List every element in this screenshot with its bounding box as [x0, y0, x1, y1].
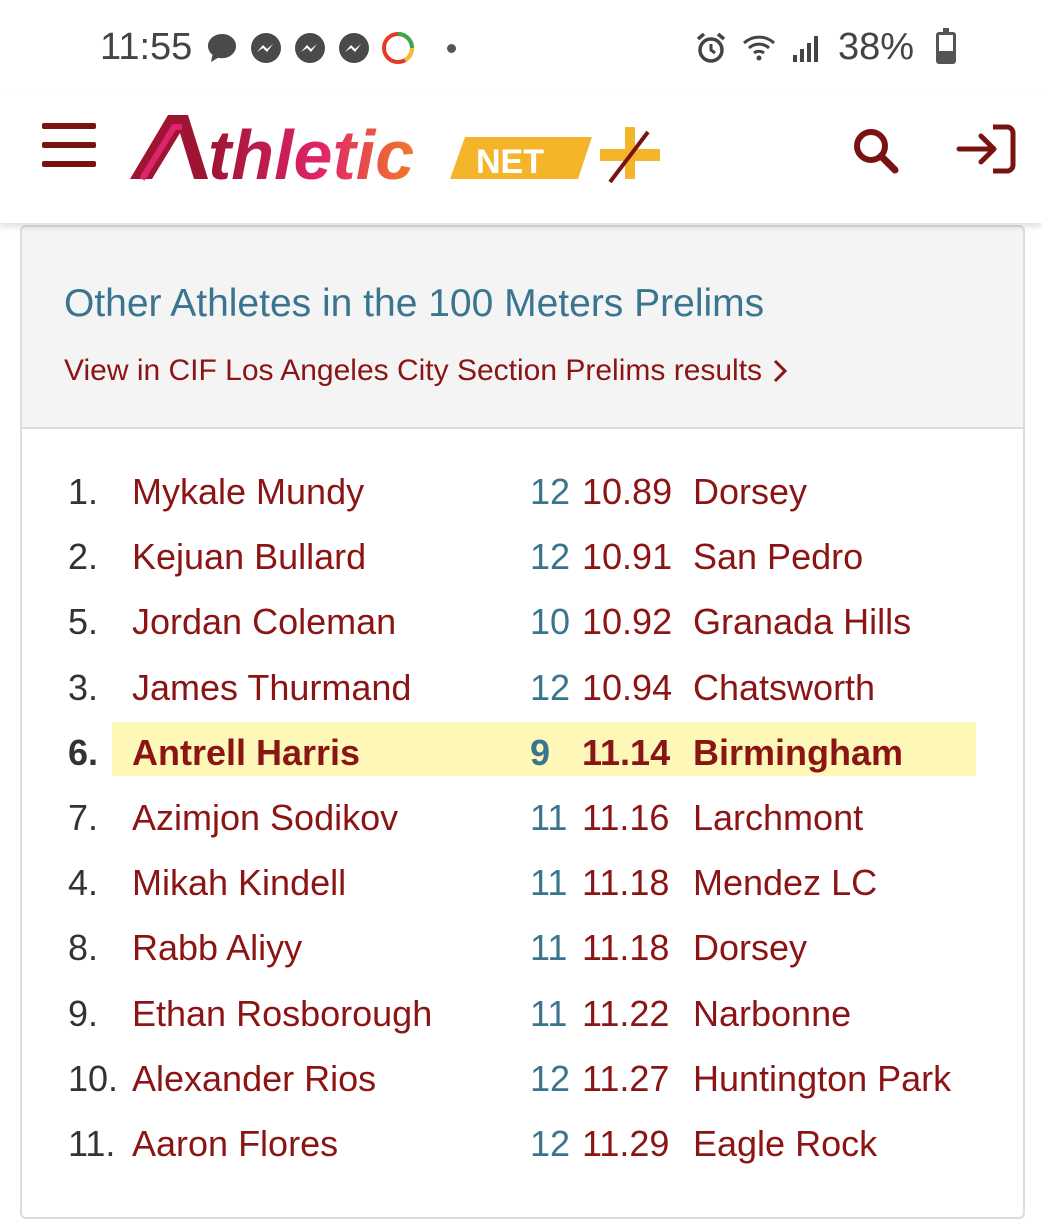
alarm-icon	[696, 32, 726, 63]
athlete-name-link[interactable]: Aaron Flores	[132, 1122, 339, 1164]
athlete-grade: 12	[530, 471, 571, 512]
school-name-link[interactable]: San Pedro	[693, 536, 864, 578]
logo-badge: NET	[476, 143, 544, 181]
result-place: 1.	[68, 471, 99, 512]
result-mark-link[interactable]: 10.94	[582, 666, 673, 708]
athlete-grade: 9	[530, 731, 551, 773]
athlete-grade: 10	[530, 601, 571, 643]
school-name-link[interactable]: Birmingham	[693, 731, 904, 773]
view-results-link-text: View in CIF Los Angeles City Section Pre…	[64, 354, 763, 387]
result-mark-link[interactable]: 10.92	[582, 601, 673, 643]
school-name-link[interactable]: Chatsworth	[693, 666, 876, 708]
result-place: 2.	[68, 536, 99, 578]
athlete-grade: 11	[530, 927, 568, 969]
result-row[interactable]: 9. Ethan Rosborough 11 11.22 Narbonne	[22, 981, 1023, 1046]
result-place: 4.	[68, 862, 99, 904]
other-athletes-card: Other Athletes in the 100 Meters Prelims…	[20, 225, 1025, 1219]
results-list: 1. Mykale Mundy 12 10.89 Dorsey 2. Kejuan Bull…	[22, 459, 1023, 1176]
system-status: 38%	[694, 26, 954, 69]
athlete-name-link[interactable]: Mikah Kindell	[132, 862, 347, 904]
school-name-link[interactable]: Dorsey	[693, 927, 808, 969]
card-header: Other Athletes in the 100 Meters Prelims…	[22, 227, 1023, 429]
result-place: 11.	[68, 1122, 116, 1164]
menu-icon[interactable]	[42, 123, 96, 167]
result-mark-link[interactable]: 11.27	[582, 1057, 670, 1099]
athlete-grade: 11	[530, 992, 568, 1034]
logo-text: thletic	[208, 116, 414, 194]
chevron-right-icon	[774, 359, 788, 383]
athlete-grade: 11	[530, 862, 568, 904]
result-place: 3.	[68, 666, 99, 708]
signal-icon	[792, 35, 818, 62]
athlete-name-link[interactable]: Kejuan Bullard	[132, 536, 367, 578]
result-row[interactable]: 3. James Thurmand 12 10.94 Chatsworth	[22, 655, 1023, 720]
card-title: Other Athletes in the 100 Meters Prelims	[64, 282, 765, 325]
result-row[interactable]: 2. Kejuan Bullard 12 10.91 San Pedro	[22, 524, 1023, 589]
school-name-link[interactable]: Granada Hills	[693, 601, 912, 643]
school-name-link[interactable]: Larchmont	[693, 796, 864, 838]
athlete-name-link[interactable]: Jordan Coleman	[132, 601, 397, 643]
athlete-name-link[interactable]: Azimjon Sodikov	[132, 796, 399, 838]
messenger-icon	[339, 33, 369, 63]
athlete-grade: 12	[530, 536, 571, 578]
athlete-grade: 12	[530, 1122, 571, 1164]
result-row[interactable]: 8. Rabb Aliyy 11 11.18 Dorsey	[22, 915, 1023, 980]
search-icon[interactable]	[850, 125, 900, 175]
athlete-name-link[interactable]: James Thurmand	[132, 666, 412, 708]
result-place: 7.	[68, 796, 99, 838]
status-bar: 11:55 38%	[0, 0, 1042, 95]
athlete-grade: 12	[530, 1057, 571, 1099]
battery-percentage: 38%	[837, 26, 914, 68]
highlight-background	[112, 721, 976, 776]
result-mark-link[interactable]: 11.16	[582, 796, 670, 838]
athlete-name-link[interactable]: Mykale Mundy	[132, 471, 365, 512]
school-name-link[interactable]: Mendez LC	[693, 862, 878, 904]
result-mark-link[interactable]: 11.14	[582, 731, 671, 773]
fico-icon	[382, 32, 414, 64]
result-row[interactable]: 10. Alexander Rios 12 11.27 Huntington Park	[22, 1046, 1023, 1111]
battery-icon	[936, 28, 956, 64]
result-place: 9.	[68, 992, 99, 1034]
result-row[interactable]: 11. Aaron Flores 12 11.29 Eagle Rock	[22, 1111, 1023, 1176]
status-time: 11:55	[100, 26, 193, 68]
athlete-name-link[interactable]: Ethan Rosborough	[132, 992, 433, 1034]
chat-icon	[208, 34, 236, 62]
result-mark-link[interactable]: 11.22	[582, 992, 670, 1034]
result-row[interactable]: 7. Azimjon Sodikov 11 11.16 Larchmont	[22, 785, 1023, 850]
result-mark-link[interactable]: 10.89	[582, 471, 673, 512]
result-place: 5.	[68, 601, 99, 643]
athlete-name-link[interactable]: Alexander Rios	[132, 1057, 377, 1099]
athletic-net-logo[interactable]: thletic NET	[130, 107, 670, 207]
athlete-name-link[interactable]: Antrell Harris	[132, 731, 361, 773]
result-row[interactable]: 5. Jordan Coleman 10 10.92 Granada Hills	[22, 589, 1023, 654]
result-row[interactable]: 4. Mikah Kindell 11 11.18 Mendez LC	[22, 850, 1023, 915]
result-row[interactable]: 1. Mykale Mundy 12 10.89 Dorsey	[22, 459, 1023, 524]
app-header: thletic NET	[0, 95, 1042, 223]
notification-icons	[205, 30, 456, 66]
athlete-name-link[interactable]: Rabb Aliyy	[132, 927, 303, 969]
more-notifications-dot-icon	[447, 43, 456, 53]
wifi-icon	[742, 35, 775, 60]
result-mark-link[interactable]: 10.91	[582, 536, 673, 578]
result-mark-link[interactable]: 11.18	[582, 927, 670, 969]
result-mark-link[interactable]: 11.29	[582, 1122, 670, 1164]
result-place: 8.	[68, 927, 99, 969]
school-name-link[interactable]: Dorsey	[693, 471, 808, 512]
messenger-icon	[251, 33, 281, 63]
sign-in-icon[interactable]	[955, 123, 1017, 175]
athlete-grade: 12	[530, 666, 571, 708]
result-mark-link[interactable]: 11.18	[582, 862, 670, 904]
school-name-link[interactable]: Narbonne	[693, 992, 852, 1034]
athlete-grade: 11	[530, 796, 568, 838]
result-row-highlighted[interactable]: 6. Antrell Harris 9 11.14 Birmingham	[22, 720, 1023, 785]
result-place: 10.	[68, 1057, 119, 1099]
school-name-link[interactable]: Huntington Park	[693, 1057, 952, 1099]
messenger-icon	[295, 33, 325, 63]
view-results-link[interactable]: View in CIF Los Angeles City Section Pre…	[64, 354, 788, 388]
result-place: 6.	[68, 731, 99, 773]
school-name-link[interactable]: Eagle Rock	[693, 1122, 878, 1164]
